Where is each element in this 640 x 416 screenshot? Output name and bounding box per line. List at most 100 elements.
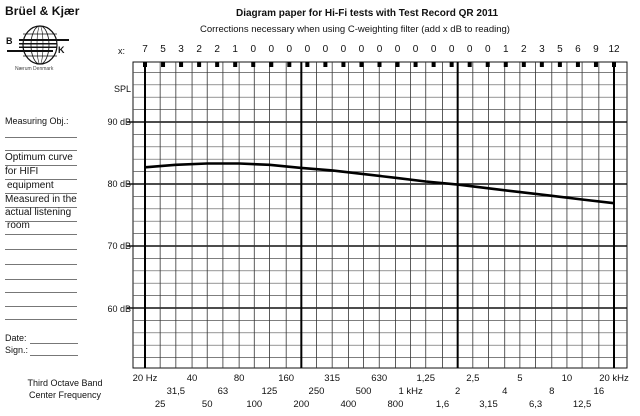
frequency-label: 2: [455, 386, 461, 397]
frequency-label: 63: [217, 386, 229, 397]
correction-marker-icon: [377, 62, 382, 67]
correction-value: 1: [232, 44, 238, 55]
write-line: [5, 137, 77, 138]
correction-marker-icon: [305, 62, 310, 67]
frequency-label: 2,5: [466, 373, 480, 384]
correction-value: 12: [608, 44, 620, 55]
date-label: Date:: [5, 333, 27, 343]
correction-value: 2: [196, 44, 202, 55]
correction-value: 0: [466, 44, 473, 55]
correction-value: 0: [286, 44, 293, 55]
frequency-label: 50: [201, 399, 213, 410]
sign-label: Sign.:: [5, 345, 29, 355]
write-line: [5, 292, 77, 293]
correction-marker-icon: [485, 62, 490, 67]
note-line-5: actual listening: [5, 207, 72, 218]
write-line: [5, 306, 77, 307]
correction-marker-icon: [197, 62, 202, 67]
frequency-label: 800: [387, 399, 404, 410]
correction-marker-icon: [161, 62, 166, 67]
write-line: [5, 165, 77, 166]
correction-value: 0: [376, 44, 383, 55]
y-tick-80: 80 dB: [107, 179, 131, 189]
correction-value: 0: [322, 44, 329, 55]
frequency-label: 630: [371, 373, 388, 384]
frequency-label: 40: [186, 373, 198, 384]
correction-value: 2: [214, 44, 220, 55]
frequency-label: 4: [502, 386, 508, 397]
correction-value: 3: [178, 44, 184, 55]
frequency-label: 31,5: [166, 386, 186, 397]
correction-value: 0: [412, 44, 419, 55]
correction-marker-icon: [539, 62, 544, 67]
write-line: [5, 193, 77, 194]
correction-value: 0: [448, 44, 455, 55]
logo-letter-k: K: [58, 45, 65, 55]
correction-marker-icon: [413, 62, 418, 67]
frequency-label: 12,5: [572, 399, 592, 410]
write-line: [5, 150, 77, 151]
measuring-obj-label: Measuring Obj.:: [5, 116, 69, 126]
correction-marker-icon: [449, 62, 454, 67]
y-tick-90: 90 dB: [107, 117, 131, 127]
frequency-label: 125: [261, 386, 278, 397]
correction-marker-icon: [467, 62, 472, 67]
frequency-label: 1,25: [416, 373, 436, 384]
correction-marker-icon: [612, 62, 616, 67]
frequency-label: 10: [561, 373, 573, 384]
correction-marker-icon: [251, 62, 256, 67]
write-line: [5, 249, 77, 250]
correction-value: 5: [557, 44, 563, 55]
date-line[interactable]: [30, 343, 78, 344]
correction-marker-icon: [503, 62, 508, 67]
correction-value: 3: [539, 44, 545, 55]
y-tick-70: 70 dB: [107, 241, 131, 251]
y-tick-60: 60 dB: [107, 304, 131, 314]
write-line: [5, 279, 77, 280]
note-line-2: for HIFI: [5, 166, 39, 177]
chart-title: Diagram paper for Hi-Fi tests with Test …: [236, 8, 499, 19]
frequency-label: 500: [355, 386, 372, 397]
frequency-label: 3,15: [479, 399, 498, 410]
correction-value: 1: [502, 44, 509, 55]
frequency-label: 25: [154, 399, 166, 410]
correction-marker-icon: [215, 62, 220, 67]
correction-marker-icon: [593, 62, 598, 67]
correction-value: 0: [268, 44, 275, 55]
x-axis-title-line2: Center Frequency: [28, 390, 102, 400]
logo-letter-b: B: [6, 36, 13, 46]
frequency-label: 250: [308, 386, 325, 397]
correction-value: 9: [593, 44, 599, 55]
correction-value: 0: [304, 44, 311, 55]
correction-value: 5: [160, 44, 166, 55]
brand-name: Brüel & Kjær: [5, 4, 80, 18]
x-axis-title-line1: Third Octave Band: [27, 378, 103, 388]
correction-value: 0: [394, 44, 401, 55]
correction-marker-icon: [179, 62, 184, 67]
note-line-4: Measured in the: [5, 194, 77, 205]
correction-value: 0: [358, 44, 365, 55]
frequency-label: 100: [246, 399, 263, 410]
frequency-label: 5: [517, 373, 523, 384]
correction-marker-icon: [395, 62, 400, 67]
correction-value: 0: [250, 44, 256, 55]
frequency-label: 6,3: [528, 399, 543, 410]
frequency-label: 400: [340, 399, 357, 410]
frequency-label: 200: [293, 399, 310, 410]
frequency-label: 16: [593, 386, 605, 397]
correction-marker-icon: [323, 62, 328, 67]
note-line-3: equipment: [7, 180, 54, 191]
note-line-6: room: [7, 220, 30, 231]
frequency-label: 20 Hz: [132, 373, 158, 384]
write-line: [5, 234, 77, 235]
note-line-1: Optimum curve: [5, 152, 73, 163]
frequency-label: 315: [324, 373, 341, 384]
correction-marker-icon: [143, 62, 147, 67]
chart-subtitle: Corrections necessary when using C-weigh…: [200, 24, 510, 35]
sign-line[interactable]: [30, 355, 78, 356]
correction-marker-icon: [287, 62, 292, 67]
correction-value: 7: [142, 44, 148, 55]
globe-logo-icon: [7, 25, 69, 65]
correction-marker-icon: [233, 62, 238, 67]
